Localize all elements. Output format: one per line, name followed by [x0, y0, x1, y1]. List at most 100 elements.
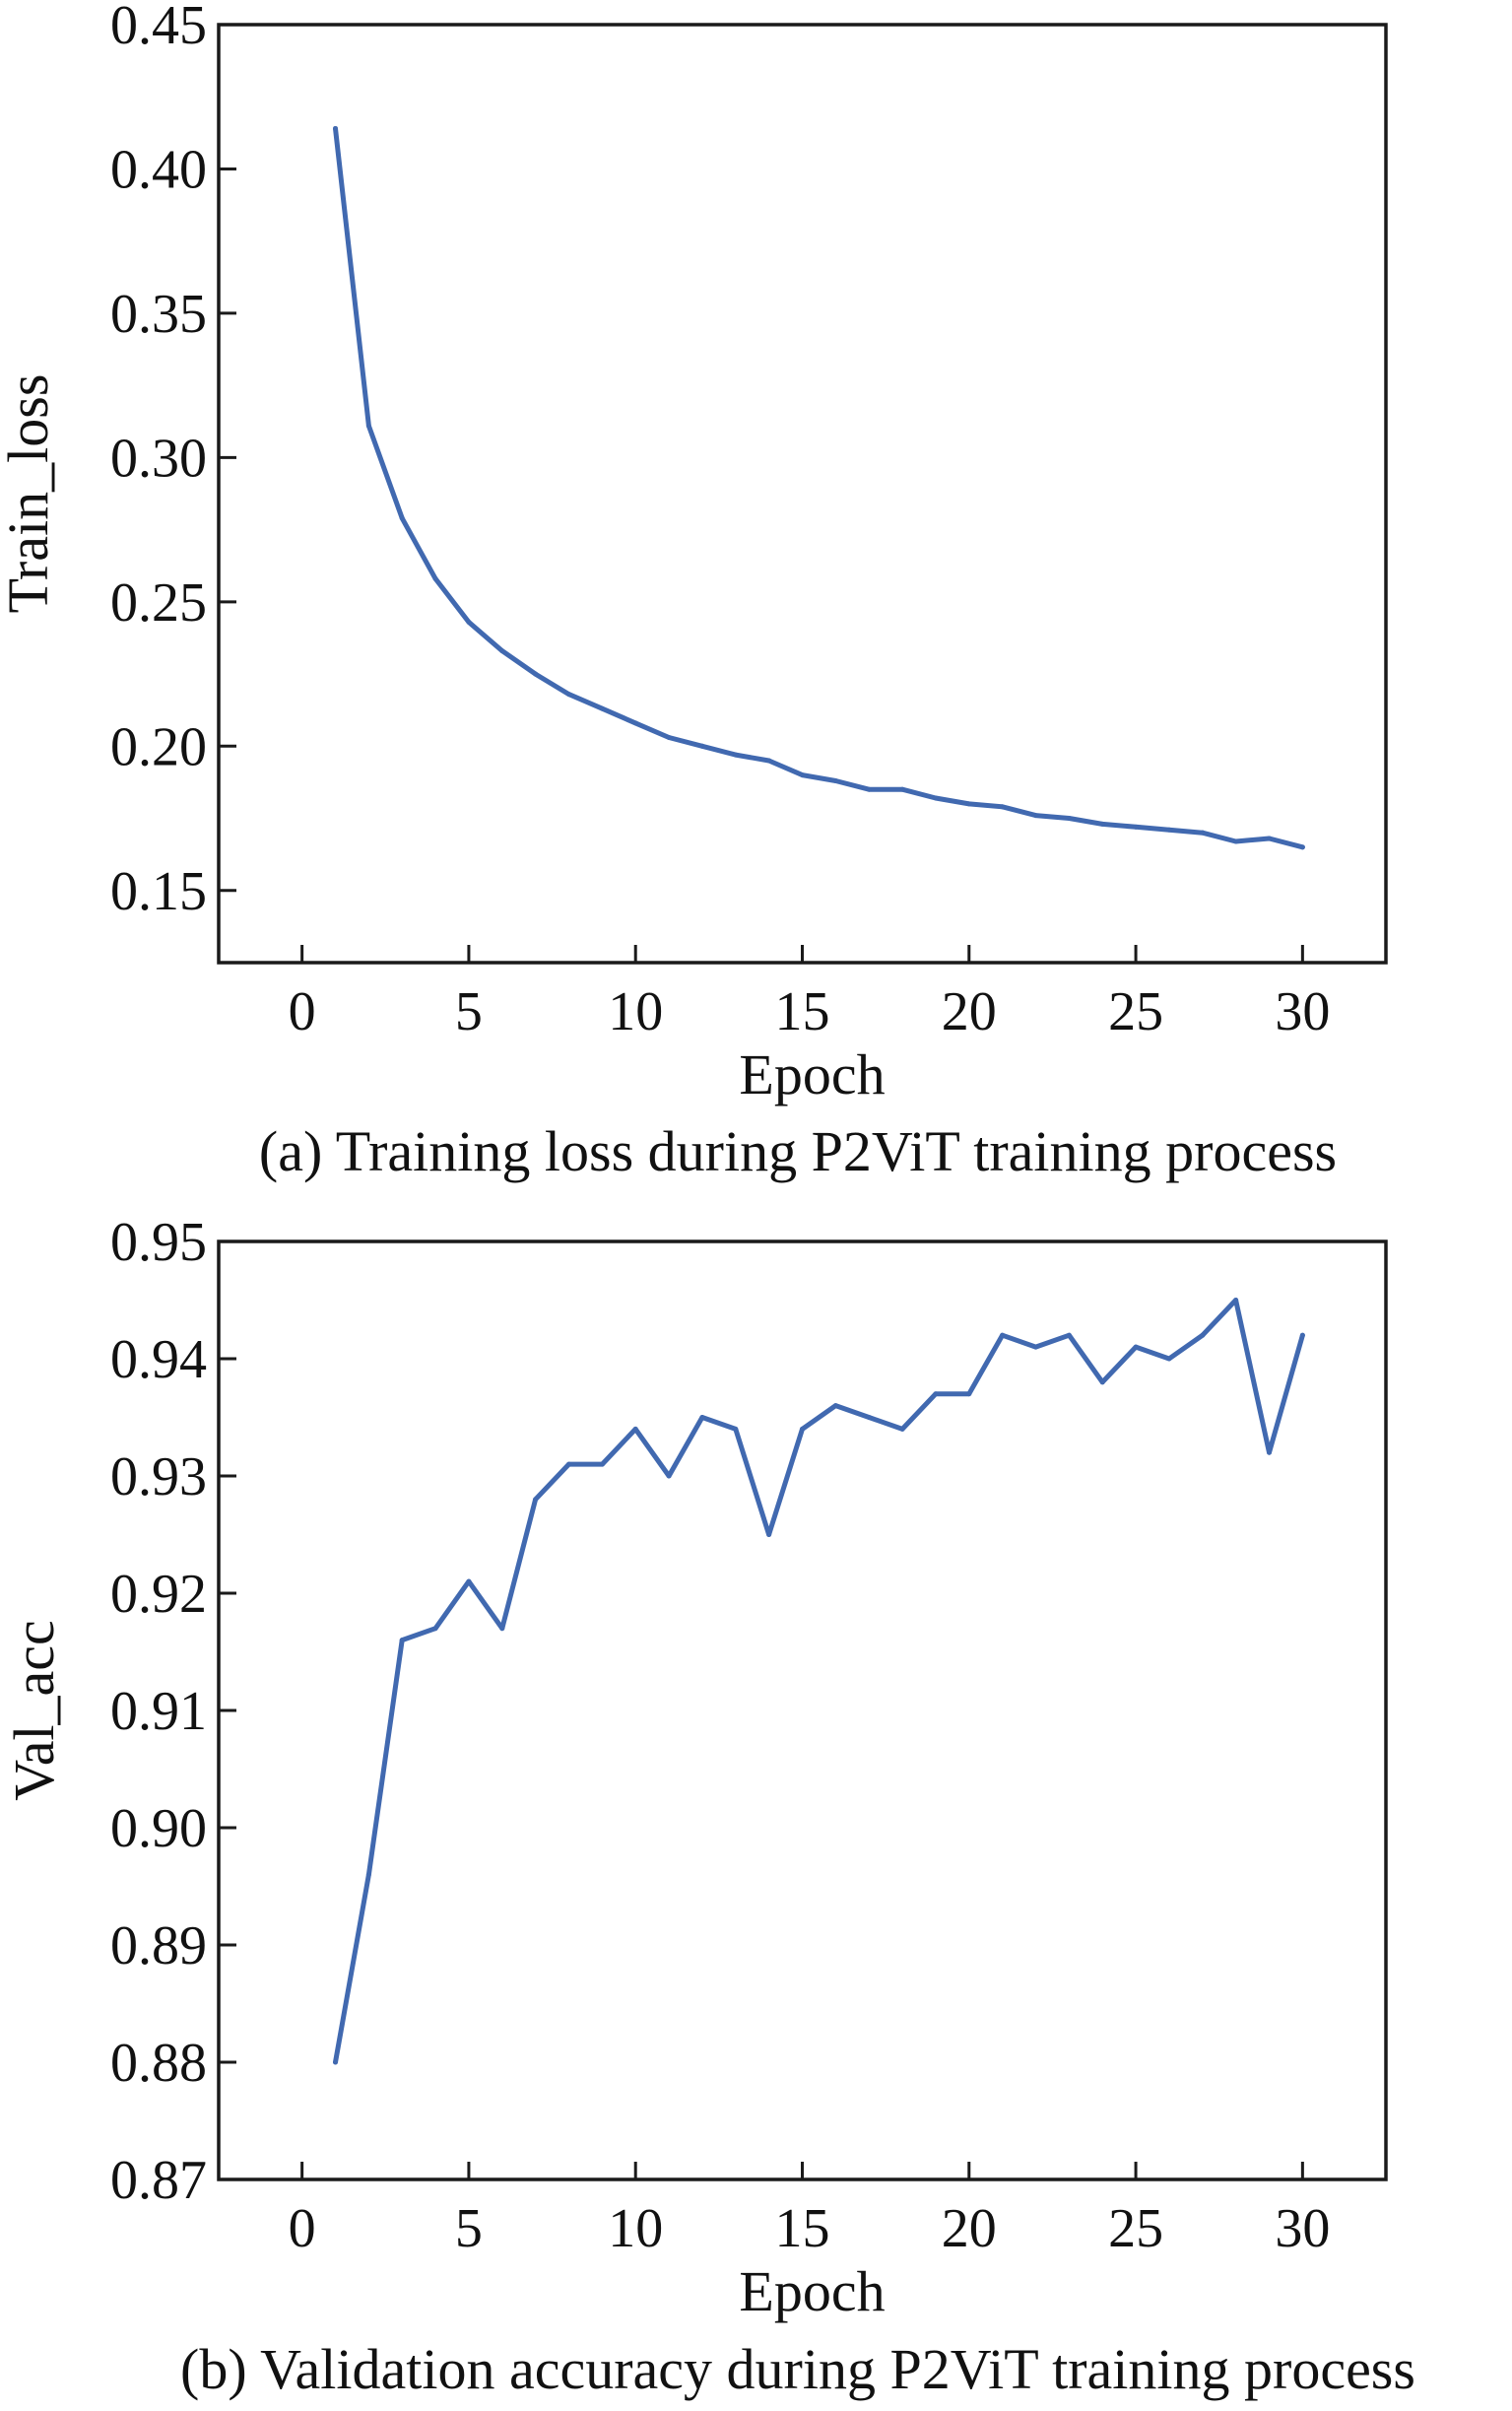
x-tick-label-a: 15 — [775, 981, 830, 1042]
data-point-a — [1099, 821, 1105, 827]
data-point-a — [1133, 824, 1139, 830]
x-tick-label-a: 30 — [1275, 981, 1330, 1042]
data-point-b — [599, 1461, 605, 1467]
data-point-a — [399, 515, 405, 521]
series-line-a — [333, 126, 1305, 850]
x-tick-label-a: 10 — [608, 981, 663, 1042]
data-point-a — [599, 705, 605, 711]
data-point-a — [632, 720, 638, 726]
data-point-b — [1200, 1332, 1206, 1338]
data-point-b — [1033, 1344, 1038, 1350]
y-tick-label-a: 0.15 — [110, 861, 207, 922]
data-point-a — [733, 752, 739, 758]
x-axis-label-b: Epoch — [739, 2259, 885, 2323]
caption-a: (a) Training loss during P2ViT training … — [259, 1119, 1337, 1183]
data-point-b — [800, 1426, 805, 1432]
data-point-a — [466, 619, 472, 625]
data-point-a — [1267, 836, 1272, 841]
data-point-a — [1200, 830, 1206, 836]
x-tick-label-b: 5 — [455, 2198, 483, 2259]
data-point-a — [766, 758, 772, 764]
data-point-b — [1099, 1379, 1105, 1385]
data-point-a — [966, 801, 972, 807]
data-point-a — [1033, 813, 1038, 819]
data-point-a — [1299, 844, 1305, 850]
y-tick-label-b: 0.93 — [110, 1446, 207, 1507]
x-tick-label-a: 0 — [289, 981, 316, 1042]
data-point-a — [432, 575, 438, 581]
data-point-a — [1066, 816, 1072, 822]
x-tick-label-b: 10 — [608, 2198, 663, 2259]
data-point-b — [1000, 1332, 1006, 1338]
x-tick-label-a: 5 — [455, 981, 483, 1042]
y-axis-label-b: Val_acc — [2, 1620, 66, 1801]
data-point-a — [832, 777, 838, 783]
data-point-a — [333, 125, 338, 131]
data-point-b — [566, 1461, 571, 1467]
data-point-a — [933, 795, 939, 801]
data-point-b — [699, 1415, 705, 1420]
data-point-b — [1066, 1332, 1072, 1338]
y-axis-label-a: Train_loss — [0, 374, 60, 614]
data-point-a — [1233, 838, 1239, 844]
data-point-b — [1166, 1356, 1172, 1362]
data-point-b — [966, 1391, 972, 1397]
data-point-b — [1233, 1298, 1239, 1303]
x-tick-label-a: 20 — [942, 981, 997, 1042]
data-point-b — [766, 1532, 772, 1537]
data-point-b — [365, 1872, 371, 1878]
data-point-b — [333, 2059, 338, 2065]
y-tick-label-a: 0.45 — [110, 0, 207, 56]
data-point-a — [1166, 827, 1172, 833]
y-tick-label-b: 0.94 — [110, 1329, 207, 1390]
data-point-b — [533, 1497, 539, 1503]
data-point-b — [466, 1578, 472, 1584]
data-point-a — [566, 692, 571, 698]
data-point-b — [632, 1426, 638, 1432]
series-line-b — [333, 1298, 1305, 2065]
data-point-b — [733, 1426, 739, 1432]
y-tick-label-a: 0.20 — [110, 716, 207, 777]
data-point-b — [933, 1391, 939, 1397]
data-point-b — [666, 1473, 672, 1479]
y-tick-label-b: 0.88 — [110, 2033, 207, 2094]
data-point-b — [399, 1638, 405, 1643]
caption-b: (b) Validation accuracy during P2ViT tra… — [180, 2337, 1415, 2401]
y-tick-label-b: 0.92 — [110, 1564, 207, 1625]
data-point-a — [899, 786, 905, 792]
x-tick-label-a: 25 — [1108, 981, 1163, 1042]
data-point-b — [866, 1415, 872, 1420]
data-point-a — [533, 671, 539, 677]
y-tick-label-b: 0.91 — [110, 1681, 207, 1742]
x-tick-label-b: 20 — [942, 2198, 997, 2259]
x-tick-label-b: 30 — [1275, 2198, 1330, 2259]
y-tick-label-b: 0.87 — [110, 2150, 207, 2211]
y-tick-label-b: 0.95 — [110, 1212, 207, 1273]
x-tick-label-b: 25 — [1108, 2198, 1163, 2259]
data-point-b — [1133, 1344, 1139, 1350]
data-point-b — [1267, 1449, 1272, 1455]
y-tick-label-b: 0.90 — [110, 1798, 207, 1859]
x-tick-label-b: 15 — [775, 2198, 830, 2259]
data-point-a — [800, 772, 805, 778]
y-tick-label-b: 0.89 — [110, 1915, 207, 1976]
data-point-b — [1299, 1332, 1305, 1338]
data-point-a — [499, 648, 505, 654]
data-point-b — [499, 1626, 505, 1632]
y-tick-label-a: 0.30 — [110, 428, 207, 489]
data-point-a — [1000, 804, 1006, 810]
data-point-b — [432, 1626, 438, 1632]
y-tick-label-a: 0.35 — [110, 284, 207, 345]
data-point-a — [365, 423, 371, 429]
data-point-a — [699, 743, 705, 749]
x-axis-label-a: Epoch — [739, 1042, 885, 1106]
y-tick-label-a: 0.40 — [110, 139, 207, 200]
chart-panel-a: 0.15 0.20 0.25 0.30 0.35 0.40 0.45 0 5 10 15 20 25 30… — [0, 0, 1388, 1183]
y-tick-label-a: 0.25 — [110, 572, 207, 634]
chart-panel-b: 0.87 0.88 0.89 0.90 0.91 0.92 0.93 0.94 0.95 0 5 10… — [2, 1212, 1415, 2401]
data-point-b — [899, 1426, 905, 1432]
x-tick-label-b: 0 — [289, 2198, 316, 2259]
data-point-a — [666, 735, 672, 741]
data-point-a — [866, 786, 872, 792]
